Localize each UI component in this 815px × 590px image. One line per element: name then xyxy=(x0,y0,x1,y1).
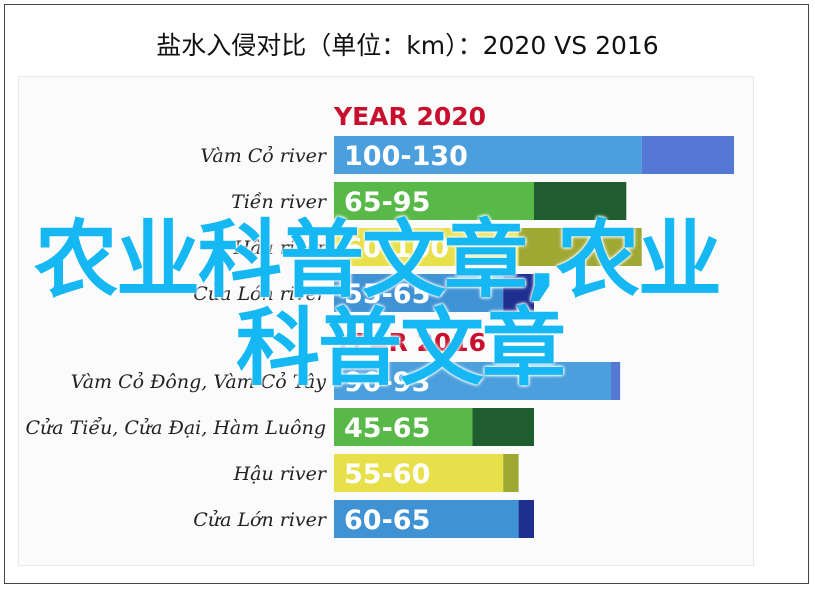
page-title: 盐水入侵对比（单位：km）：2020 VS 2016 xyxy=(156,31,659,60)
year-title: YEAR 2016 xyxy=(333,328,486,357)
category-label: Vàm Cỏ Đông, Vàm Cỏ Tây xyxy=(71,371,327,393)
bar-low xyxy=(334,454,504,492)
bar-high xyxy=(641,136,734,174)
bar-high xyxy=(610,362,621,400)
category-label: Hậu river xyxy=(233,237,328,259)
category-label: Cửa Lớn river xyxy=(193,283,328,305)
category-label: Cửa Lớn river xyxy=(193,509,328,531)
category-label: Cửa Tiểu, Cửa Đại, Hàm Luông xyxy=(25,417,326,439)
bar-low xyxy=(334,228,519,266)
bar-high xyxy=(503,274,534,312)
category-label: Hậu river xyxy=(233,463,328,485)
bar-high xyxy=(534,182,627,220)
bar-high xyxy=(503,454,519,492)
bar-low xyxy=(334,408,473,446)
value-label: 55-60 xyxy=(344,459,430,490)
value-label: 60-100 xyxy=(344,233,449,264)
value-label: 90-93 xyxy=(344,367,430,398)
bar-high xyxy=(518,228,642,266)
bar-low xyxy=(334,182,534,220)
bar-high xyxy=(472,408,534,446)
value-label: 65-95 xyxy=(344,187,430,218)
bar-low xyxy=(334,362,611,400)
bar-low xyxy=(334,274,504,312)
category-label: Tiền river xyxy=(231,191,328,213)
category-label: Vàm Cỏ river xyxy=(200,145,328,167)
value-label: 45-65 xyxy=(344,413,430,444)
outer-frame xyxy=(4,4,809,584)
bar-high xyxy=(518,500,534,538)
bar-low xyxy=(334,136,642,174)
bar-low xyxy=(334,500,519,538)
value-label: 60-65 xyxy=(344,505,430,536)
value-label: 100-130 xyxy=(344,141,468,172)
value-label: 55-65 xyxy=(344,279,430,310)
year-title: YEAR 2020 xyxy=(333,102,486,131)
